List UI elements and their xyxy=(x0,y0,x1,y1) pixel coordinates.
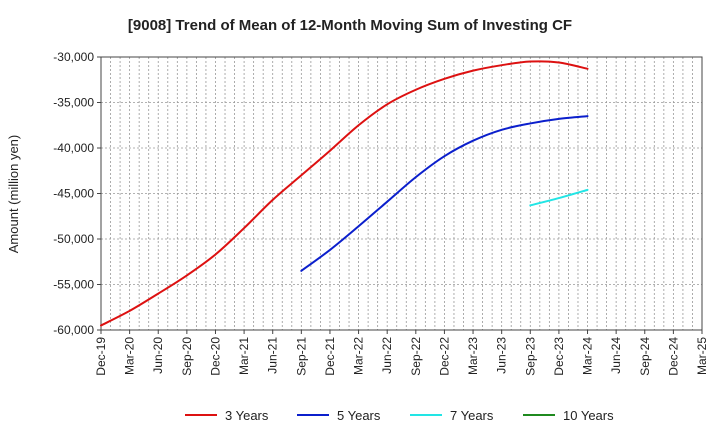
x-tick-label: Mar-24 xyxy=(581,337,595,375)
x-tick-label: Sep-23 xyxy=(523,337,537,376)
x-tick-label: Jun-24 xyxy=(609,337,623,374)
y-tick-label: -55,000 xyxy=(53,278,94,292)
x-tick-label: Jun-23 xyxy=(495,337,509,374)
x-tick-label: Mar-20 xyxy=(123,337,137,375)
y-tick-label: -40,000 xyxy=(53,141,94,155)
series-lines xyxy=(100,60,589,327)
x-tick-label: Sep-24 xyxy=(638,337,652,376)
grid xyxy=(101,57,702,330)
legend-label-3-years: 3 Years xyxy=(225,408,269,423)
x-tick-label: Dec-21 xyxy=(323,337,337,376)
x-tick-label: Sep-21 xyxy=(294,337,308,376)
y-tick-label: -60,000 xyxy=(53,323,94,337)
x-tick-label: Jun-21 xyxy=(266,337,280,374)
y-axis-label: Amount (million yen) xyxy=(6,135,21,254)
series-line-7-years xyxy=(529,188,589,207)
x-tick-label: Mar-21 xyxy=(237,337,251,375)
x-tick-label: Mar-22 xyxy=(352,337,366,375)
x-tick-label: Sep-22 xyxy=(409,337,423,376)
series-line-3-years xyxy=(100,60,589,327)
x-tick-label: Mar-23 xyxy=(466,337,480,375)
legend-label-7-years: 7 Years xyxy=(450,408,494,423)
x-tick-label: Mar-25 xyxy=(695,337,709,375)
chart-title: [9008] Trend of Mean of 12-Month Moving … xyxy=(128,17,572,34)
x-tick-label: Dec-20 xyxy=(208,337,222,376)
x-tick-label: Dec-22 xyxy=(437,337,451,376)
x-tick-label: Jun-20 xyxy=(151,337,165,374)
legend-label-5-years: 5 Years xyxy=(337,408,381,423)
x-tick-label: Sep-20 xyxy=(180,337,194,376)
legend: 3 Years 5 Years 7 Years 10 Years xyxy=(185,408,614,423)
y-tick-label: -30,000 xyxy=(53,50,94,64)
series-line-5-years xyxy=(300,115,589,272)
y-axis: -30,000 -35,000 -40,000 -45,000 -50,000 -55,0… xyxy=(53,50,101,337)
x-tick-label: Dec-24 xyxy=(666,337,680,376)
y-tick-label: -45,000 xyxy=(53,187,94,201)
x-tick-label: Dec-19 xyxy=(94,337,108,376)
y-tick-label: -50,000 xyxy=(53,232,94,246)
x-tick-label: Jun-22 xyxy=(380,337,394,374)
y-tick-label: -35,000 xyxy=(53,96,94,110)
legend-label-10-years: 10 Years xyxy=(563,408,614,423)
x-axis: Dec-19 Mar-20 Jun-20 Sep-20 Dec-20 Mar-21 Jun-… xyxy=(94,330,709,376)
x-tick-label: Dec-23 xyxy=(552,337,566,376)
